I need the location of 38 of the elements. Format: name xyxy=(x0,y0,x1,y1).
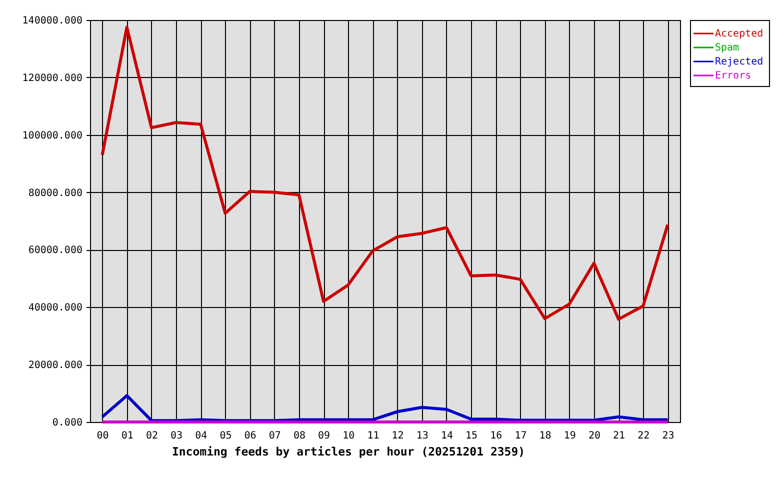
legend-label: Spam xyxy=(715,42,740,54)
x-tick-label: 17 xyxy=(514,430,527,442)
x-tick-label: 08 xyxy=(293,430,306,442)
x-tick-label: 09 xyxy=(318,430,330,442)
x-tick-label: 23 xyxy=(662,430,674,442)
x-tick-label: 01 xyxy=(121,430,134,442)
legend-label: Accepted xyxy=(715,28,764,40)
line-series xyxy=(100,26,670,321)
x-tick-label: 16 xyxy=(490,430,502,442)
y-tick-label: 120000.000 xyxy=(22,72,82,84)
x-tick-label: 15 xyxy=(466,430,478,442)
x-axis-title: Incoming feeds by articles per hour (20251201 2359) xyxy=(172,444,526,458)
x-tick-label: 11 xyxy=(367,430,380,442)
x-tick-label: 18 xyxy=(539,430,552,442)
legend-label: Rejected xyxy=(715,56,764,68)
y-tick-label: 80000.000 xyxy=(28,188,82,199)
x-tick-label: 03 xyxy=(170,430,183,442)
x-tick-label: 13 xyxy=(416,430,428,442)
x-tick-label: 20 xyxy=(588,430,600,442)
x-tick-label: 14 xyxy=(440,430,453,442)
x-tick-label: 19 xyxy=(564,430,576,442)
y-tick-label: 100000.000 xyxy=(22,130,82,142)
y-tick-label: 140000.000 xyxy=(22,16,82,26)
x-tick-label: 21 xyxy=(613,430,626,442)
x-tick-label: 02 xyxy=(146,430,158,442)
y-tick-label: 60000.000 xyxy=(28,245,82,256)
x-tick-label: 22 xyxy=(638,430,650,442)
x-tick-label: 05 xyxy=(220,430,232,442)
x-tick-label: 10 xyxy=(342,430,355,442)
x-tick-label: 12 xyxy=(392,430,404,442)
x-tick-label: 04 xyxy=(195,430,208,442)
y-tick-label: 20000.000 xyxy=(28,360,82,372)
y-tick-label: 0.000 xyxy=(52,418,82,428)
x-tick-label: 06 xyxy=(244,430,256,442)
y-tick-label: 40000.000 xyxy=(28,302,82,314)
x-tick-label: 00 xyxy=(96,430,109,442)
x-tick-label: 07 xyxy=(268,430,281,442)
legend-label: Errors xyxy=(715,70,752,82)
